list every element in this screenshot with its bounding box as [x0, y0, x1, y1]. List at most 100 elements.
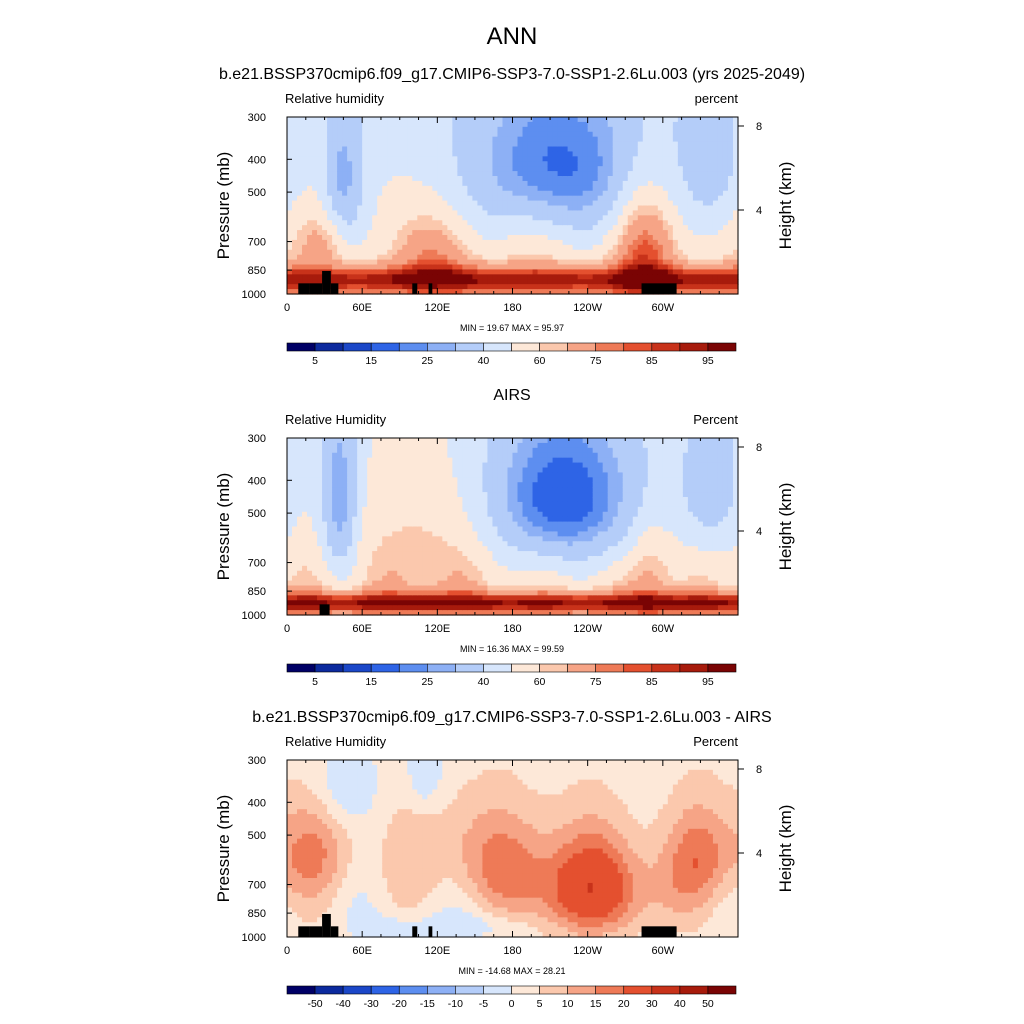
- contour-cell: [412, 516, 418, 523]
- contour-cell: [707, 141, 714, 148]
- colorbar-label: 40: [478, 355, 490, 367]
- contour-cell: [512, 195, 519, 202]
- contour-cell: [387, 239, 393, 246]
- contour-cell: [362, 546, 368, 552]
- contour-cell: [352, 274, 358, 280]
- contour-cell: [467, 467, 474, 474]
- contour-cell: [517, 161, 524, 167]
- contour-cell: [352, 117, 358, 123]
- contour-cell: [297, 156, 303, 162]
- contour-cell: [462, 284, 468, 290]
- contour-cell: [362, 442, 368, 449]
- contour-cell: [347, 531, 353, 537]
- contour-cell: [302, 506, 308, 513]
- contour-cell: [587, 166, 594, 172]
- contour-cell: [707, 161, 714, 167]
- contour-cell: [717, 151, 724, 157]
- contour-cell: [292, 447, 298, 454]
- contour-cell: [657, 205, 664, 212]
- contour-cell: [392, 467, 398, 474]
- contour-cell: [492, 511, 499, 518]
- contour-cell: [417, 590, 423, 596]
- contour-cell: [302, 556, 308, 562]
- contour-cell: [612, 254, 619, 261]
- contour-cell: [322, 531, 328, 537]
- contour-cell: [497, 565, 504, 572]
- contour-cell: [337, 501, 343, 508]
- contour-cell: [517, 244, 524, 251]
- contour-cell: [642, 136, 649, 143]
- contour-cell: [567, 244, 574, 251]
- contour-cell: [472, 585, 479, 592]
- contour-cell: [462, 477, 468, 483]
- contour-cell: [732, 131, 739, 138]
- contour-cell: [547, 195, 554, 202]
- contour-cell: [442, 492, 448, 498]
- colorbar-swatch: [455, 342, 484, 352]
- contour-cell: [607, 225, 614, 231]
- contour-cell: [467, 176, 474, 182]
- contour-cell: [332, 462, 338, 469]
- contour-cell: [592, 176, 599, 182]
- contour-cell: [362, 259, 368, 266]
- contour-cell: [287, 220, 293, 226]
- contour-cell: [692, 239, 699, 246]
- contour-cell: [322, 447, 328, 454]
- contour-cell: [367, 180, 373, 187]
- contour-cell: [397, 210, 403, 216]
- contour-cell: [487, 185, 494, 192]
- contour-cell: [292, 126, 298, 133]
- contour-cell: [507, 511, 514, 518]
- contour-cell: [427, 536, 433, 542]
- contour-cell: [617, 185, 624, 192]
- contour-cell: [582, 284, 589, 290]
- contour-cell: [427, 531, 433, 537]
- contour-cell: [377, 210, 383, 216]
- contour-cell: [397, 146, 403, 153]
- contour-cell: [347, 575, 353, 582]
- contour-cell: [502, 279, 509, 285]
- contour-cell: [467, 462, 474, 469]
- contour-cell: [462, 225, 468, 231]
- contour-cell: [387, 176, 393, 182]
- contour-cell: [722, 166, 729, 172]
- contour-cell: [417, 121, 423, 128]
- contour-cell: [457, 244, 463, 251]
- contour-cell: [462, 541, 468, 547]
- contour-cell: [702, 161, 709, 167]
- contour-cell: [587, 151, 594, 157]
- contour-cell: [452, 269, 458, 275]
- contour-cell: [702, 176, 709, 182]
- contour-cell: [517, 195, 524, 202]
- contour-cell: [722, 215, 729, 221]
- contour-cell: [537, 230, 544, 236]
- contour-cell: [407, 551, 413, 557]
- contour-cell: [487, 141, 494, 148]
- contour-cell: [357, 289, 363, 295]
- contour-cell: [327, 205, 333, 212]
- contour-cell: [332, 269, 338, 275]
- contour-cell: [307, 467, 313, 474]
- contour-cell: [502, 516, 509, 523]
- contour-cell: [492, 565, 499, 572]
- contour-cell: [452, 531, 458, 537]
- contour-cell: [422, 195, 428, 202]
- contour-cell: [567, 269, 574, 275]
- contour-cell: [467, 482, 474, 488]
- contour-cell: [702, 136, 709, 143]
- contour-cell: [412, 235, 418, 241]
- contour-cell: [497, 171, 504, 177]
- contour-cell: [627, 166, 634, 172]
- contour-cell: [677, 200, 684, 207]
- contour-cell: [387, 600, 393, 606]
- contour-cell: [727, 249, 734, 256]
- contour-cell: [492, 487, 499, 493]
- contour-cell: [647, 156, 654, 162]
- contour-cell: [597, 126, 604, 133]
- contour-cell: [372, 244, 378, 251]
- contour-cell: [487, 210, 494, 216]
- contour-cell: [732, 225, 739, 231]
- contour-cell: [517, 200, 524, 207]
- contour-cell: [527, 289, 534, 295]
- contour-cell: [582, 244, 589, 251]
